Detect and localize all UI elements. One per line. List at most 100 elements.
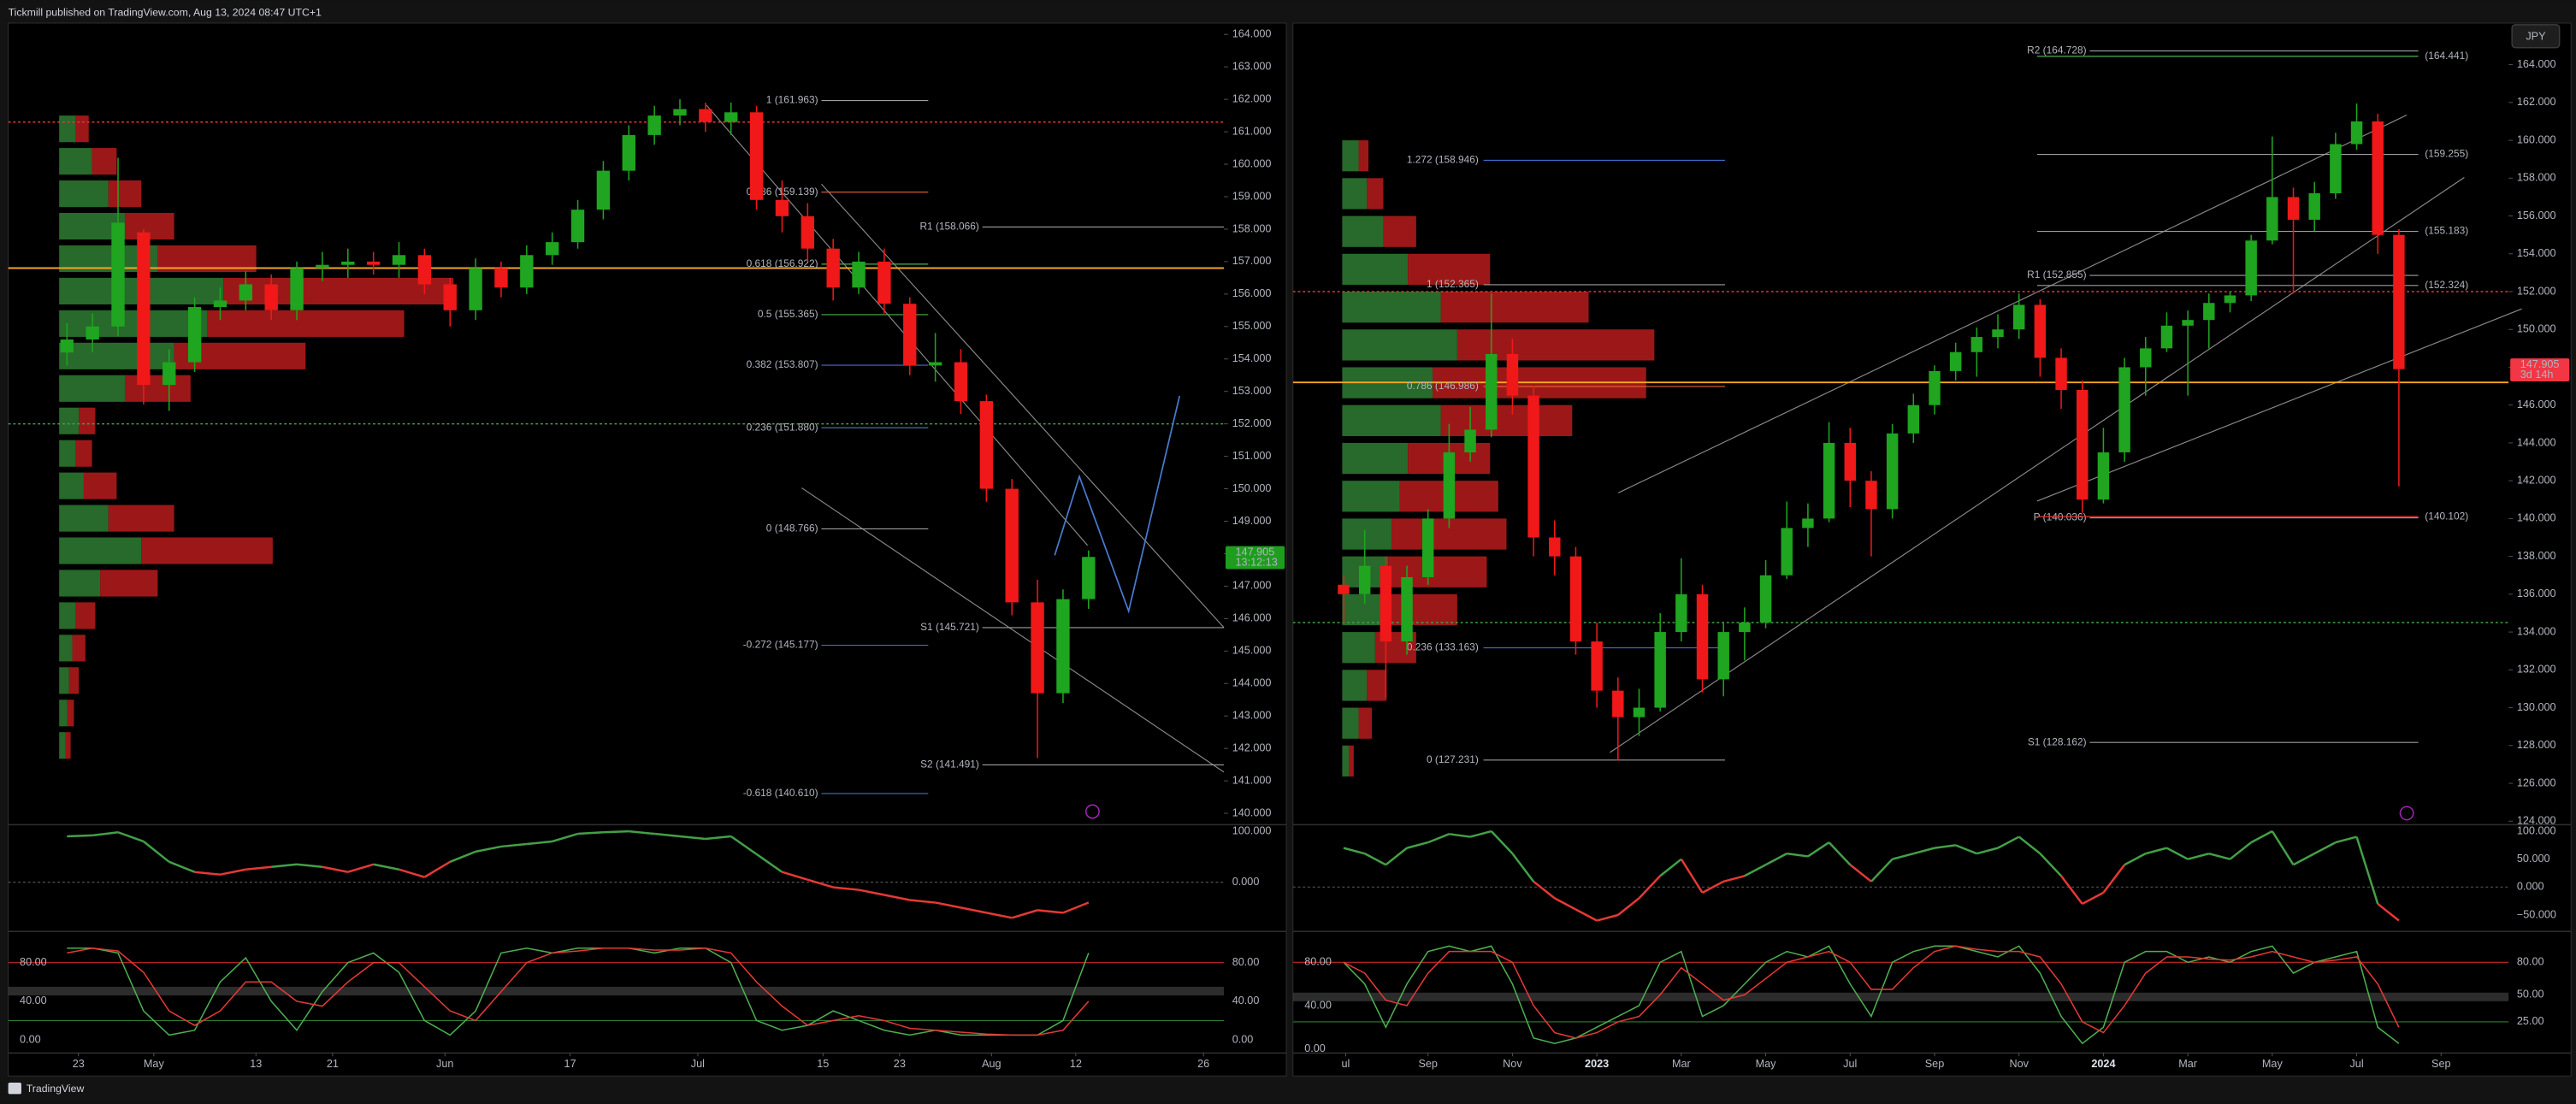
candle-body	[417, 255, 432, 285]
profile-down	[1440, 404, 1573, 436]
x-tick-label: Sep	[1925, 1058, 1945, 1070]
x-tick-label: 26	[1197, 1058, 1209, 1070]
candle-body	[1401, 576, 1413, 642]
profile-down	[223, 277, 454, 304]
candle-body	[775, 199, 789, 216]
candle-body	[852, 261, 866, 288]
annotation-label: S2 (141.491)	[920, 759, 979, 770]
profile-down	[100, 570, 158, 597]
last-price: 147.905	[1236, 546, 1275, 558]
forecast-path	[1054, 395, 1181, 614]
x-tick-label: Jul	[2349, 1058, 2363, 1070]
candle-body	[111, 222, 125, 327]
y-tick-label: 162.000	[1232, 92, 1272, 104]
annotation-label: (140.102)	[2425, 510, 2468, 522]
profile-up	[59, 115, 76, 143]
x-tick-label: May	[2262, 1058, 2284, 1070]
profile-down	[65, 732, 71, 759]
y-tick-label: 151.000	[1232, 450, 1272, 462]
y-tick-label: 149.000	[1232, 515, 1272, 527]
annotation-label: 1.272 (158.946)	[1407, 154, 1479, 166]
candle-body	[928, 362, 942, 366]
osc-segment	[2124, 853, 2147, 866]
profile-up	[1342, 670, 1368, 701]
profile-up	[1342, 745, 1350, 777]
alert-icon[interactable]	[1084, 804, 1100, 819]
y-tick-label: 153.000	[1232, 385, 1272, 397]
trend-line	[706, 104, 1089, 546]
osc-segment	[2313, 841, 2337, 855]
osc-segment	[755, 853, 783, 873]
last-price-tag	[2510, 358, 2570, 381]
osc-segment	[782, 871, 808, 881]
profile-up	[59, 537, 142, 564]
osc-segment	[245, 865, 272, 871]
osc-tick-label: 50.00	[2517, 989, 2544, 1001]
profile-down	[108, 505, 174, 532]
candle-body	[2140, 348, 2152, 368]
candle-body	[1992, 329, 2004, 338]
x-tick-label: Jun	[436, 1058, 453, 1070]
alert-icon[interactable]	[2399, 806, 2414, 821]
osc-segment	[629, 829, 655, 835]
osc-segment	[1807, 841, 1830, 858]
candle-body	[1696, 593, 1709, 680]
osc-line	[67, 947, 1090, 1036]
osc-segment	[909, 899, 936, 904]
candle-body	[2245, 240, 2257, 296]
osc-segment	[705, 835, 731, 841]
osc-segment	[2250, 829, 2273, 844]
candle-body	[1781, 528, 1793, 576]
annotation-label: (159.255)	[2425, 148, 2468, 160]
candle-body	[903, 304, 917, 366]
profile-up	[59, 310, 208, 337]
osc-segment	[2187, 852, 2210, 860]
annotation-label: 1 (161.963)	[766, 94, 818, 106]
annotation-label: 0.5 (155.365)	[758, 308, 818, 320]
osc-segment	[806, 878, 834, 889]
candle-body	[1844, 442, 1856, 481]
osc-segment	[2018, 835, 2041, 855]
osc-segment	[2292, 853, 2315, 866]
osc-segment	[500, 842, 527, 848]
candle-body	[1654, 632, 1666, 708]
osc-segment	[1385, 847, 1408, 866]
osc-line	[67, 947, 1090, 1036]
y-tick-label: 140.000	[2517, 512, 2556, 524]
y-tick-label: 156.000	[2517, 210, 2556, 221]
candle-body	[1549, 537, 1561, 557]
currency-button[interactable]	[2511, 24, 2561, 49]
osc-segment	[1849, 864, 1872, 883]
x-tick-label: Nov	[2009, 1058, 2029, 1070]
candle-body	[1717, 632, 1729, 680]
profile-up	[1342, 632, 1375, 664]
candle-body	[1005, 488, 1019, 603]
profile-up	[59, 732, 66, 759]
candle-body	[1929, 370, 1941, 405]
candle-body	[1739, 623, 1751, 633]
osc-segment	[2145, 847, 2167, 855]
profile-up	[59, 472, 84, 499]
osc-segment	[1680, 859, 1704, 894]
candle-body	[1527, 395, 1539, 538]
candle-body	[724, 112, 738, 122]
profile-up	[1342, 442, 1409, 475]
candle-body	[2308, 193, 2320, 220]
candle-body	[1031, 602, 1044, 694]
candle-body	[290, 268, 304, 310]
annotation-label: 0.618 (156.922)	[747, 257, 818, 269]
candle-body	[494, 268, 508, 288]
annotation-label: -0.272 (145.177)	[743, 639, 818, 651]
brand-logo	[8, 1082, 21, 1095]
x-tick-label: 2023	[1585, 1058, 1609, 1070]
osc-tick-label: 100.000	[1232, 824, 1272, 836]
profile-up	[59, 180, 109, 208]
osc-segment	[2082, 891, 2104, 906]
profile-down	[141, 537, 273, 564]
profile-up	[59, 505, 109, 532]
annotation-label: (155.183)	[2425, 225, 2468, 237]
osc-segment	[1934, 844, 1956, 849]
osc-segment	[194, 871, 221, 876]
osc-left-tick-label: 80.00	[20, 956, 47, 968]
